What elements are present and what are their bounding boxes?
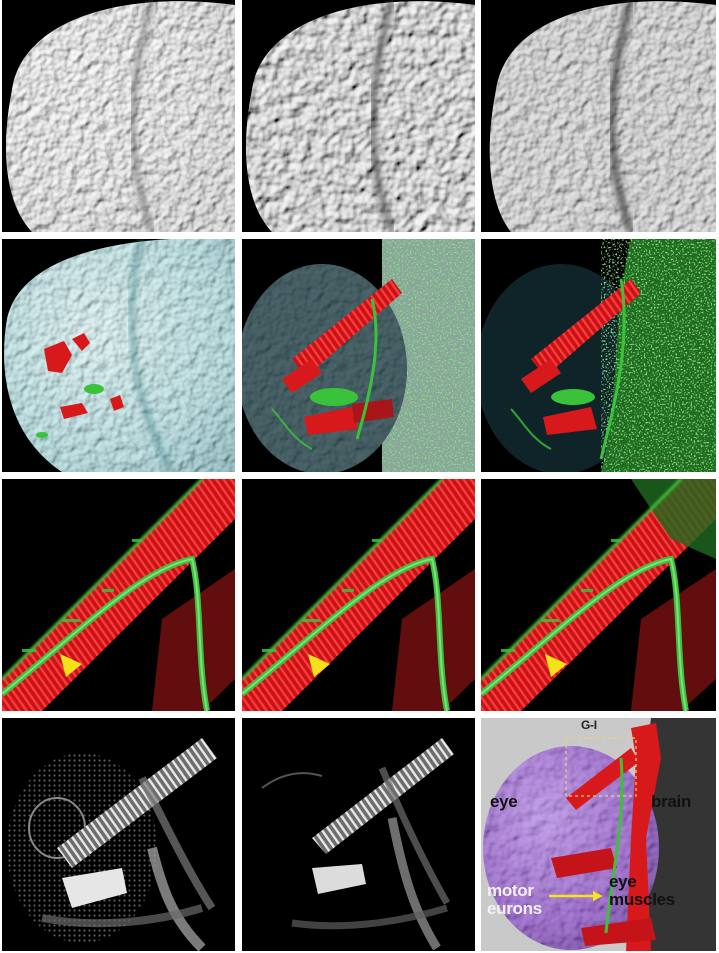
eye-muscles-label-line2: muscles — [609, 890, 675, 909]
panel-r3c1 — [2, 479, 235, 711]
panel-r2c1 — [2, 239, 235, 472]
annotated-3d-render — [481, 718, 716, 951]
panel-r1c2 — [242, 0, 475, 232]
panel-r4c3: G-I eye brain motor eurons eye muscles — [481, 718, 716, 951]
zoom-box — [565, 737, 637, 797]
grayscale-volume-render — [2, 718, 235, 951]
motor-neurons-label-line2: eurons — [487, 899, 542, 918]
eye-muscles-label-line1: eye — [609, 872, 637, 891]
brain-muscle-red — [626, 723, 661, 951]
composite-render — [242, 239, 475, 472]
muscle-neuron-zoom — [2, 479, 235, 711]
yellow-arrowhead-icon — [60, 654, 82, 677]
muscle-neuron-zoom — [242, 479, 475, 711]
panel-r1c3 — [481, 0, 716, 232]
motor-neurons-label-line1: motor — [487, 881, 534, 900]
panel-r3c3 — [481, 479, 716, 711]
panel-r2c3 — [481, 239, 716, 472]
grayscale-volume-render — [242, 718, 475, 951]
brain-surface-render — [242, 0, 475, 232]
panel-r4c1 — [2, 718, 235, 951]
muscle-neuron-zoom — [481, 479, 716, 711]
composite-render — [481, 239, 716, 472]
yellow-arrowhead-icon — [308, 654, 330, 677]
brain-surface-render — [481, 0, 716, 232]
panel-r3c2 — [242, 479, 475, 711]
panel-r1c1 — [2, 0, 235, 232]
brain-surface-render — [2, 0, 235, 232]
nuclei-surface-render — [2, 239, 235, 472]
red-muscle-fragments — [44, 333, 124, 419]
panel-r4c2 — [242, 718, 475, 951]
corner-marker-label: G-I — [581, 718, 597, 732]
eye-label: eye — [490, 792, 518, 811]
yellow-arrowhead-icon — [545, 654, 567, 677]
panel-r2c2 — [242, 239, 475, 472]
brain-label: brain — [651, 792, 692, 811]
